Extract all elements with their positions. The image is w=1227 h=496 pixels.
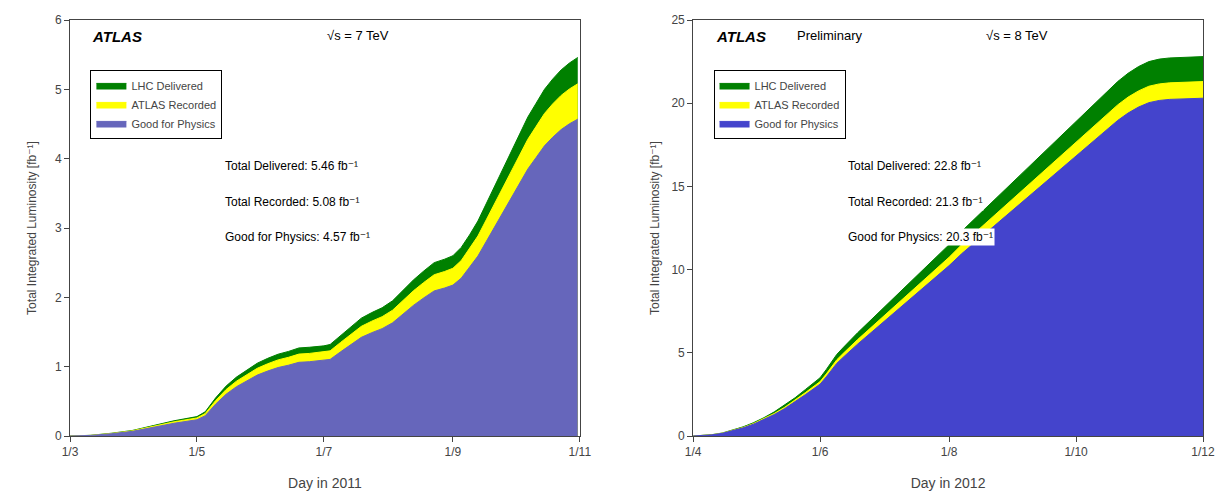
svg-text:ATLAS Recorded: ATLAS Recorded [131,99,216,111]
svg-text:2: 2 [55,291,62,305]
svg-text:Total Delivered: 5.46 fb⁻¹: Total Delivered: 5.46 fb⁻¹ [225,159,358,173]
svg-text:1/4: 1/4 [685,445,702,459]
svg-text:ATLAS: ATLAS [716,28,766,45]
svg-text:ATLAS Recorded: ATLAS Recorded [755,99,840,111]
svg-text:1: 1 [55,360,62,374]
svg-text:Total Integrated Luminosity [f: Total Integrated Luminosity [fb⁻¹] [25,141,39,315]
svg-text:5: 5 [55,83,62,97]
svg-text:1/10: 1/10 [1064,445,1088,459]
svg-text:1/6: 1/6 [812,445,829,459]
svg-text:Good for Physics: Good for Physics [755,118,839,130]
svg-text:1/3: 1/3 [62,445,79,459]
svg-text:Total Recorded: 5.08 fb⁻¹: Total Recorded: 5.08 fb⁻¹ [225,195,359,209]
svg-text:Day in 2012: Day in 2012 [911,475,986,491]
svg-text:Total Delivered: 22.8 fb⁻¹: Total Delivered: 22.8 fb⁻¹ [848,159,981,173]
svg-text:1/12: 1/12 [1191,445,1215,459]
svg-text:√s = 8 TeV: √s = 8 TeV [986,28,1048,43]
svg-text:20: 20 [671,96,685,110]
svg-text:10: 10 [671,263,685,277]
svg-text:1/8: 1/8 [941,445,958,459]
svg-text:LHC Delivered: LHC Delivered [755,80,827,92]
svg-text:Total Recorded: 21.3 fb⁻¹: Total Recorded: 21.3 fb⁻¹ [848,195,982,209]
svg-text:25: 25 [671,13,685,27]
svg-text:0: 0 [55,429,62,443]
svg-text:ATLAS: ATLAS [92,28,142,45]
svg-text:Total Integrated Luminosity [f: Total Integrated Luminosity [fb⁻¹] [648,141,662,315]
svg-text:1/11: 1/11 [569,445,592,459]
svg-text:6: 6 [55,13,62,27]
svg-text:15: 15 [671,180,685,194]
svg-text:Good for Physics: 20.3 fb⁻¹: Good for Physics: 20.3 fb⁻¹ [848,230,993,244]
svg-text:1/9: 1/9 [445,445,462,459]
svg-text:4: 4 [55,152,62,166]
svg-text:Good for Physics: 4.57 fb⁻¹: Good for Physics: 4.57 fb⁻¹ [225,230,370,244]
svg-text:5: 5 [678,346,685,360]
svg-text:LHC Delivered: LHC Delivered [131,80,203,92]
svg-text:Day in 2011: Day in 2011 [288,475,362,491]
svg-text:3: 3 [55,221,62,235]
svg-text:1/7: 1/7 [316,445,333,459]
svg-text:Good for Physics: Good for Physics [131,118,215,130]
svg-text:√s = 7 TeV: √s = 7 TeV [327,28,389,43]
svg-text:Preliminary: Preliminary [797,28,863,43]
svg-text:0: 0 [678,429,685,443]
svg-text:1/5: 1/5 [189,445,206,459]
